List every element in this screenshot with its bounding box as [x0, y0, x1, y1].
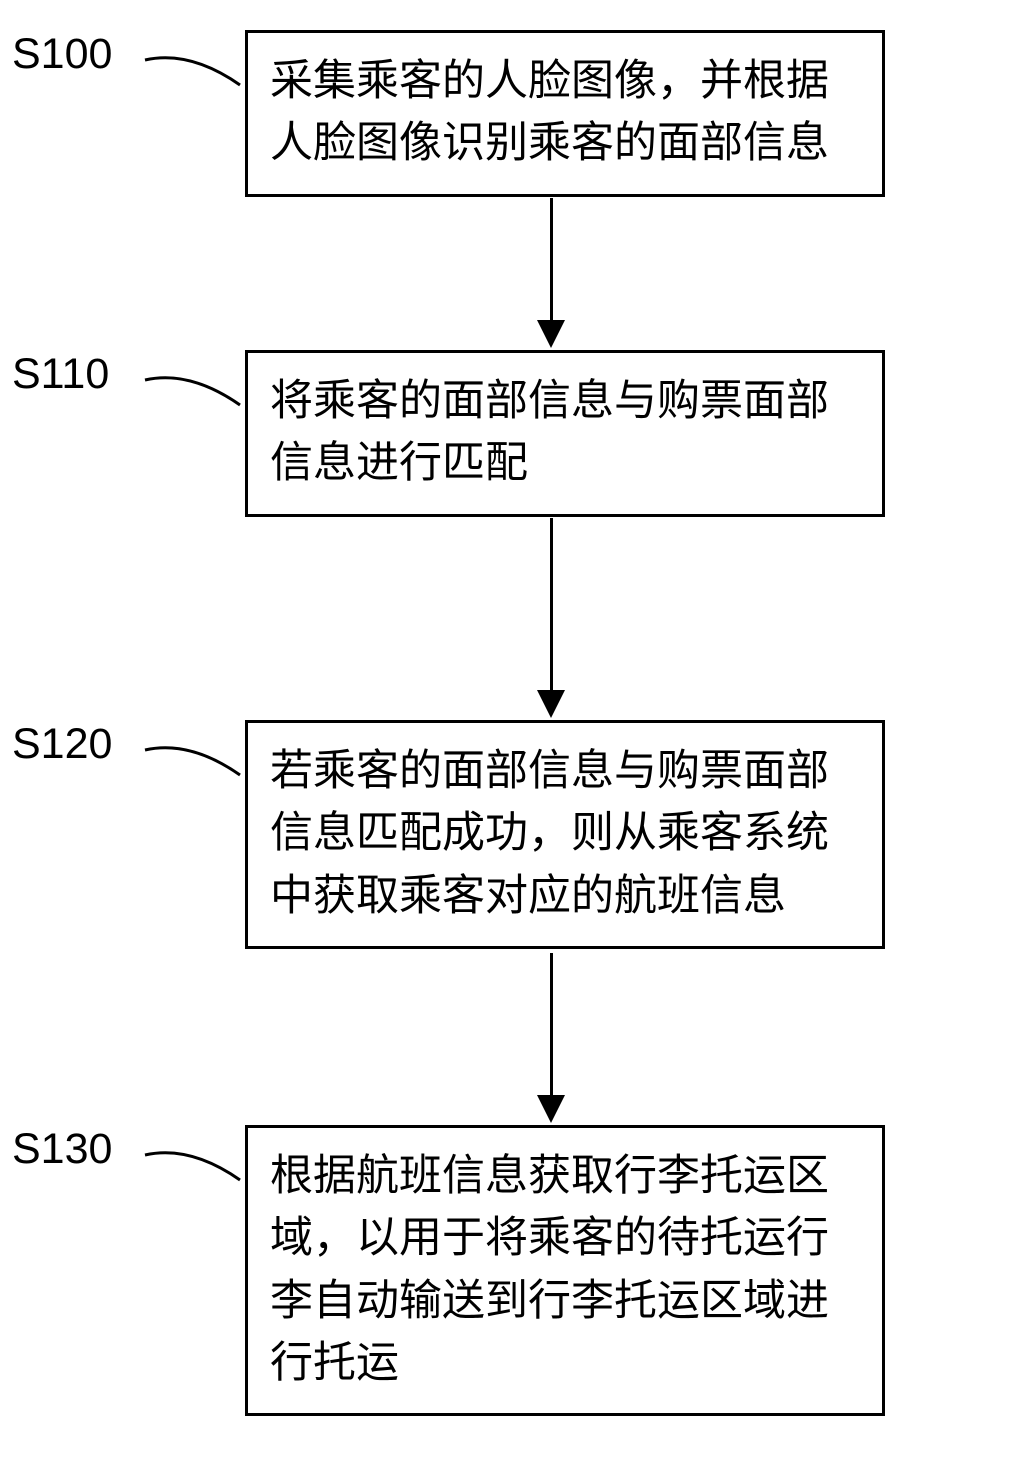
arrow-line-3 [550, 953, 553, 1098]
step-box-s130: 根据航班信息获取行李托运区域，以用于将乘客的待托运行李自动输送到行李托运区域进行… [245, 1125, 885, 1416]
arrow-head-2 [537, 690, 565, 718]
step-box-s120: 若乘客的面部信息与购票面部信息匹配成功，则从乘客系统中获取乘客对应的航班信息 [245, 720, 885, 949]
arrow-line-2 [550, 518, 553, 693]
connector-s130 [0, 0, 250, 1250]
step-box-s110: 将乘客的面部信息与购票面部信息进行匹配 [245, 350, 885, 517]
arrow-head-1 [537, 320, 565, 348]
arrow-head-3 [537, 1095, 565, 1123]
step-box-s100: 采集乘客的人脸图像，并根据人脸图像识别乘客的面部信息 [245, 30, 885, 197]
arrow-line-1 [550, 198, 553, 323]
flowchart-container: S100 采集乘客的人脸图像，并根据人脸图像识别乘客的面部信息 S110 将乘客… [0, 0, 1033, 1479]
